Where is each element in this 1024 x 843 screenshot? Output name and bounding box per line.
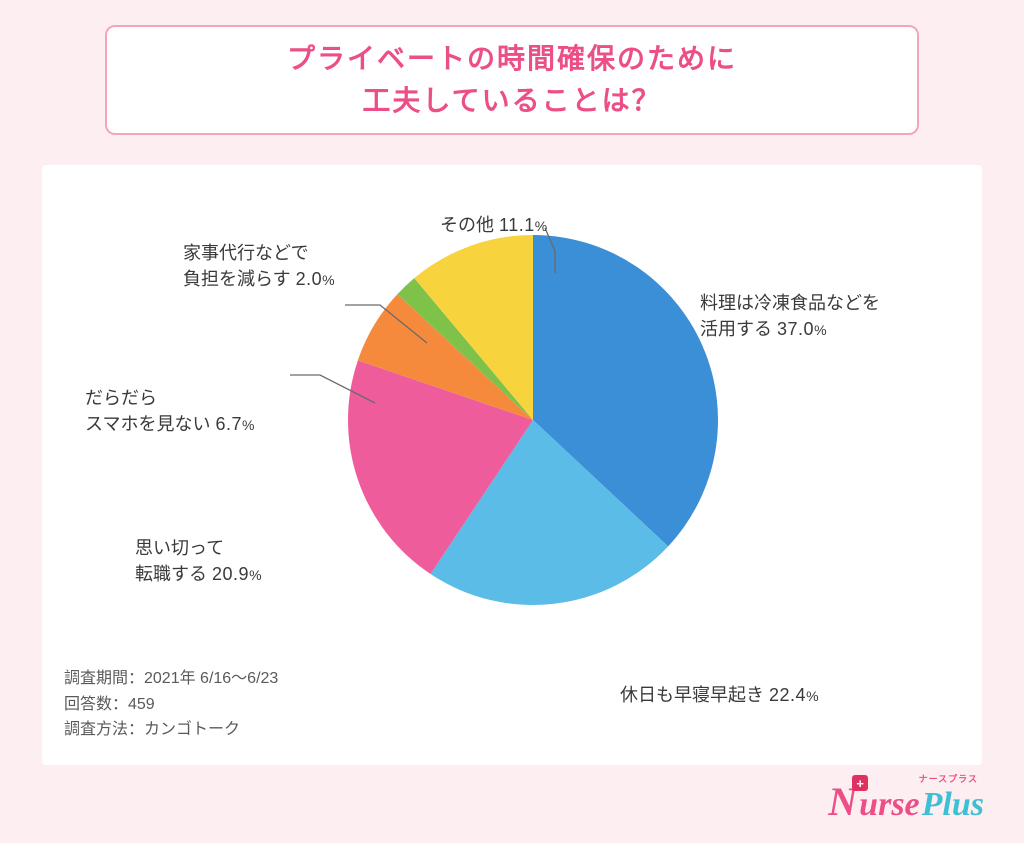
pie-svg — [348, 235, 718, 605]
logo-plus: Plus — [922, 786, 984, 824]
chart-card: 料理は冷凍食品などを活用する 37.0% 休日も早寝早起き 22.4% 思い切って転… — [42, 165, 982, 765]
pie-label: 休日も早寝早起き 22.4% — [620, 682, 819, 708]
meta-method: 調査方法：カンゴトーク — [64, 717, 278, 743]
logo-urse: urse — [859, 786, 919, 824]
logo-ruby: ナースプラス — [919, 772, 978, 785]
pie-label: 料理は冷凍食品などを活用する 37.0% — [700, 290, 880, 342]
nurseplus-logo: ナースプラス N + urse Plus — [828, 778, 984, 825]
pie-label: 家事代行などで負担を減らす 2.0% — [183, 240, 335, 292]
pie-label: だらだらスマホを見ない 6.7% — [85, 385, 254, 437]
title-line-1: プライベートの時間確保のために — [287, 38, 737, 80]
pie-label: 思い切って転職する 20.9% — [135, 535, 262, 587]
logo-n: N + — [828, 778, 857, 825]
meta-period: 調査期間：2021年 6/16～6/23 — [64, 666, 278, 692]
survey-meta: 調査期間：2021年 6/16～6/23 回答数：459 調査方法：カンゴトーク — [64, 666, 278, 743]
title-line-2: 工夫していることは？ — [362, 80, 661, 122]
pie-label: その他 11.1% — [440, 212, 547, 238]
chart-title-box: プライベートの時間確保のために 工夫していることは？ — [105, 25, 919, 135]
plus-icon: + — [852, 775, 868, 791]
meta-count: 回答数：459 — [64, 692, 278, 718]
pie-chart — [348, 235, 718, 605]
